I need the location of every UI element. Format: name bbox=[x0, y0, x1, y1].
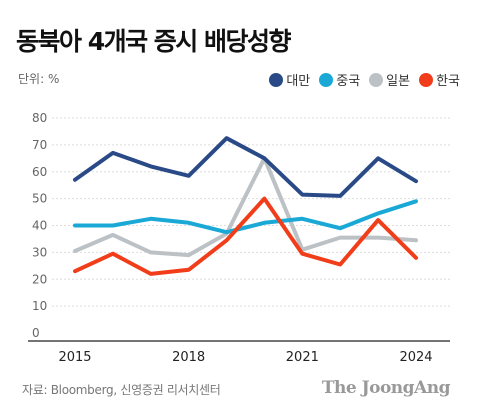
y-tick-label-60: 60 bbox=[32, 165, 47, 179]
brand-logo: The JoongAng bbox=[321, 378, 451, 398]
y-tick-label-20: 20 bbox=[32, 272, 47, 286]
legend-marker-korea bbox=[419, 72, 434, 87]
legend-item-taiwan: 대만 bbox=[269, 70, 310, 89]
y-tick-label-70: 70 bbox=[32, 138, 47, 152]
legend-label-taiwan: 대만 bbox=[286, 74, 311, 89]
series-line-1 bbox=[73, 199, 418, 235]
legend-item-korea: 한국 bbox=[419, 70, 460, 89]
y-tick-label-40: 40 bbox=[32, 219, 47, 233]
legend-marker-taiwan bbox=[269, 72, 284, 87]
legend-label-china: 중국 bbox=[336, 74, 361, 89]
legend-marker-japan bbox=[369, 72, 384, 87]
legend-item-japan: 일본 bbox=[369, 70, 410, 89]
y-tick-label-80: 80 bbox=[32, 111, 47, 125]
y-tick-label-50: 50 bbox=[32, 192, 47, 206]
source-note: 자료: Bloomberg, 신영증권 리서치센터 bbox=[22, 383, 221, 397]
x-tick-label-2024: 2024 bbox=[399, 350, 432, 365]
x-tick-label-2021: 2021 bbox=[286, 350, 319, 365]
x-tick-label-2018: 2018 bbox=[172, 350, 205, 365]
legend: 대만 중국 일본 한국 bbox=[269, 70, 460, 89]
legend-label-japan: 일본 bbox=[386, 74, 411, 89]
x-tick-label-2015: 2015 bbox=[58, 350, 91, 365]
y-tick-label-10: 10 bbox=[32, 299, 47, 313]
unit-label: 단위: % bbox=[18, 72, 60, 86]
series-line-2 bbox=[73, 156, 418, 258]
legend-marker-china bbox=[319, 72, 334, 87]
y-tick-label-0: 0 bbox=[32, 326, 40, 340]
legend-item-china: 중국 bbox=[319, 70, 360, 89]
chart-title: 동북아 4개국 증시 배당성향 bbox=[16, 27, 292, 56]
series-line-0 bbox=[73, 136, 418, 198]
legend-label-korea: 한국 bbox=[436, 74, 460, 89]
series-line-3 bbox=[73, 196, 418, 276]
y-tick-label-30: 30 bbox=[32, 245, 47, 259]
